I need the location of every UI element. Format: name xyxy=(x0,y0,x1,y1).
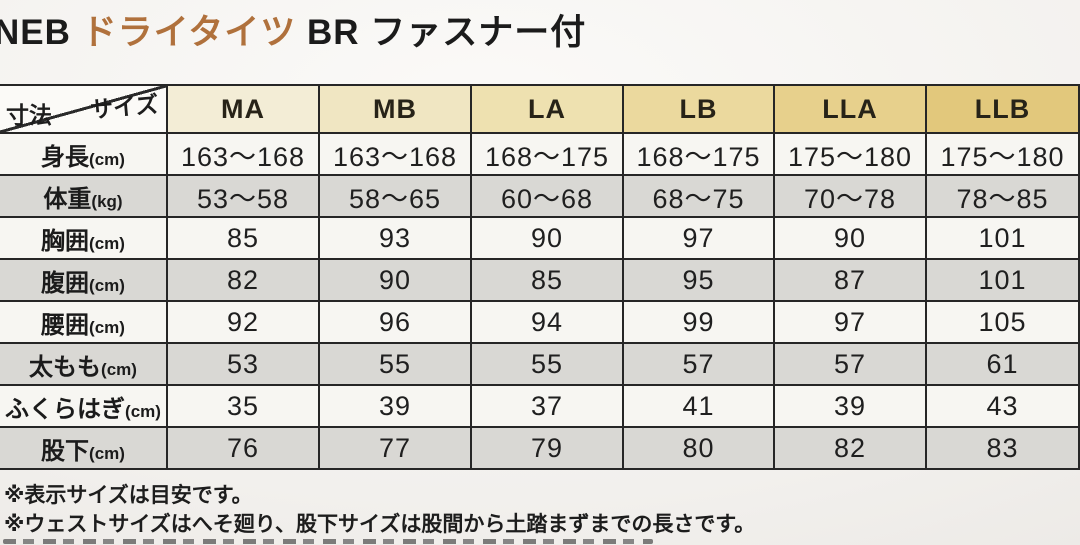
cell: 163～168 xyxy=(166,132,320,176)
cell: 99 xyxy=(622,300,775,344)
cell: 39 xyxy=(318,384,472,428)
row-label: 体重(kg) xyxy=(0,174,168,218)
table-row-belly: 腹囲(cm) 82 90 85 95 87 101 xyxy=(0,258,1080,302)
cell: 168～175 xyxy=(470,132,624,176)
cell: 53 xyxy=(166,342,320,386)
cell: 92 xyxy=(166,300,320,344)
cell: 97 xyxy=(773,300,927,344)
column-header-llb: LLB xyxy=(925,84,1080,134)
cell: 70～78 xyxy=(773,174,927,218)
cell: 43 xyxy=(925,384,1080,428)
cell: 61 xyxy=(925,342,1080,386)
column-header-lla: LLA xyxy=(773,84,927,134)
table-row-calf: ふくらはぎ(cm) 35 39 37 41 39 43 xyxy=(0,384,1080,428)
cell: 101 xyxy=(925,216,1080,260)
cell: 95 xyxy=(622,258,775,302)
cell: 85 xyxy=(470,258,624,302)
column-header-la: LA xyxy=(470,84,624,134)
cell: 68～75 xyxy=(622,174,775,218)
cell: 55 xyxy=(318,342,472,386)
cell: 53～58 xyxy=(166,174,320,218)
row-label: 太もも(cm) xyxy=(0,342,168,386)
cell: 163～168 xyxy=(318,132,472,176)
cell: 83 xyxy=(925,426,1080,470)
table-row-thigh: 太もも(cm) 53 55 55 57 57 61 xyxy=(0,342,1080,386)
cell: 90 xyxy=(318,258,472,302)
corner-dimension-label: 寸法 xyxy=(6,102,52,128)
cell: 101 xyxy=(925,258,1080,302)
cell: 93 xyxy=(318,216,472,260)
column-header-ma: MA xyxy=(166,84,320,134)
page-title: NEB ドライタイツ BR ファスナー付 xyxy=(0,4,1074,55)
cell: 55 xyxy=(470,342,624,386)
row-label: 腰囲(cm) xyxy=(0,300,168,344)
footnote-approximate-sizes: ※表示サイズは目安です。 xyxy=(4,484,253,507)
row-label: 股下(cm) xyxy=(0,426,168,470)
size-chart-table: サイズ 寸法 MA MB LA LB LLA LLB 身長(cm) 163～16… xyxy=(0,84,1080,470)
footnote-waist-inseam-definition: ※ウェストサイズはへそ廻り、股下サイズは股間から土踏まずまでの長さです。 xyxy=(4,513,756,536)
cell: 78～85 xyxy=(925,174,1080,218)
truncated-text-line xyxy=(3,539,653,544)
cell: 175～180 xyxy=(773,132,927,176)
cell: 82 xyxy=(773,426,927,470)
cell: 60～68 xyxy=(470,174,624,218)
table-row-weight: 体重(kg) 53～58 58～65 60～68 68～75 70～78 78～… xyxy=(0,174,1080,218)
title-prefix: NEB xyxy=(0,13,71,52)
table-row-chest: 胸囲(cm) 85 93 90 97 90 101 xyxy=(0,216,1080,260)
header-row: サイズ 寸法 MA MB LA LB LLA LLB xyxy=(0,84,1080,134)
column-header-mb: MB xyxy=(318,84,472,134)
cell: 37 xyxy=(470,384,624,428)
row-label: 胸囲(cm) xyxy=(0,216,168,260)
cell: 105 xyxy=(925,300,1080,344)
cell: 80 xyxy=(622,426,775,470)
cell: 82 xyxy=(166,258,320,302)
row-label: ふくらはぎ(cm) xyxy=(0,384,168,428)
cell: 168～175 xyxy=(622,132,775,176)
cell: 58～65 xyxy=(318,174,472,218)
cell: 96 xyxy=(318,300,472,344)
cell: 57 xyxy=(622,342,775,386)
cell: 76 xyxy=(166,426,320,470)
corner-size-label: サイズ xyxy=(88,91,160,123)
title-product-name: ドライタイツ xyxy=(81,13,297,52)
table-row-inseam: 股下(cm) 76 77 79 80 82 83 xyxy=(0,426,1080,470)
cell: 41 xyxy=(622,384,775,428)
column-header-lb: LB xyxy=(622,84,775,134)
footnotes: ※表示サイズは目安です。 ※ウェストサイズはへそ廻り、股下サイズは股間から土踏ま… xyxy=(4,481,1074,539)
cell: 85 xyxy=(166,216,320,260)
cell: 175～180 xyxy=(925,132,1080,176)
cell: 77 xyxy=(318,426,472,470)
cell: 87 xyxy=(773,258,927,302)
cell: 57 xyxy=(773,342,927,386)
cell: 90 xyxy=(773,216,927,260)
row-label: 身長(cm) xyxy=(0,132,168,176)
cell: 35 xyxy=(166,384,320,428)
cell: 39 xyxy=(773,384,927,428)
title-suffix: BR ファスナー付 xyxy=(306,13,587,52)
table-row-height: 身長(cm) 163～168 163～168 168～175 168～175 1… xyxy=(0,132,1080,176)
table-row-hip: 腰囲(cm) 92 96 94 99 97 105 xyxy=(0,300,1080,344)
cell: 90 xyxy=(470,216,624,260)
row-label: 腹囲(cm) xyxy=(0,258,168,302)
cell: 94 xyxy=(470,300,624,344)
cell: 97 xyxy=(622,216,775,260)
cell: 79 xyxy=(470,426,624,470)
corner-cell: サイズ 寸法 xyxy=(0,84,168,134)
